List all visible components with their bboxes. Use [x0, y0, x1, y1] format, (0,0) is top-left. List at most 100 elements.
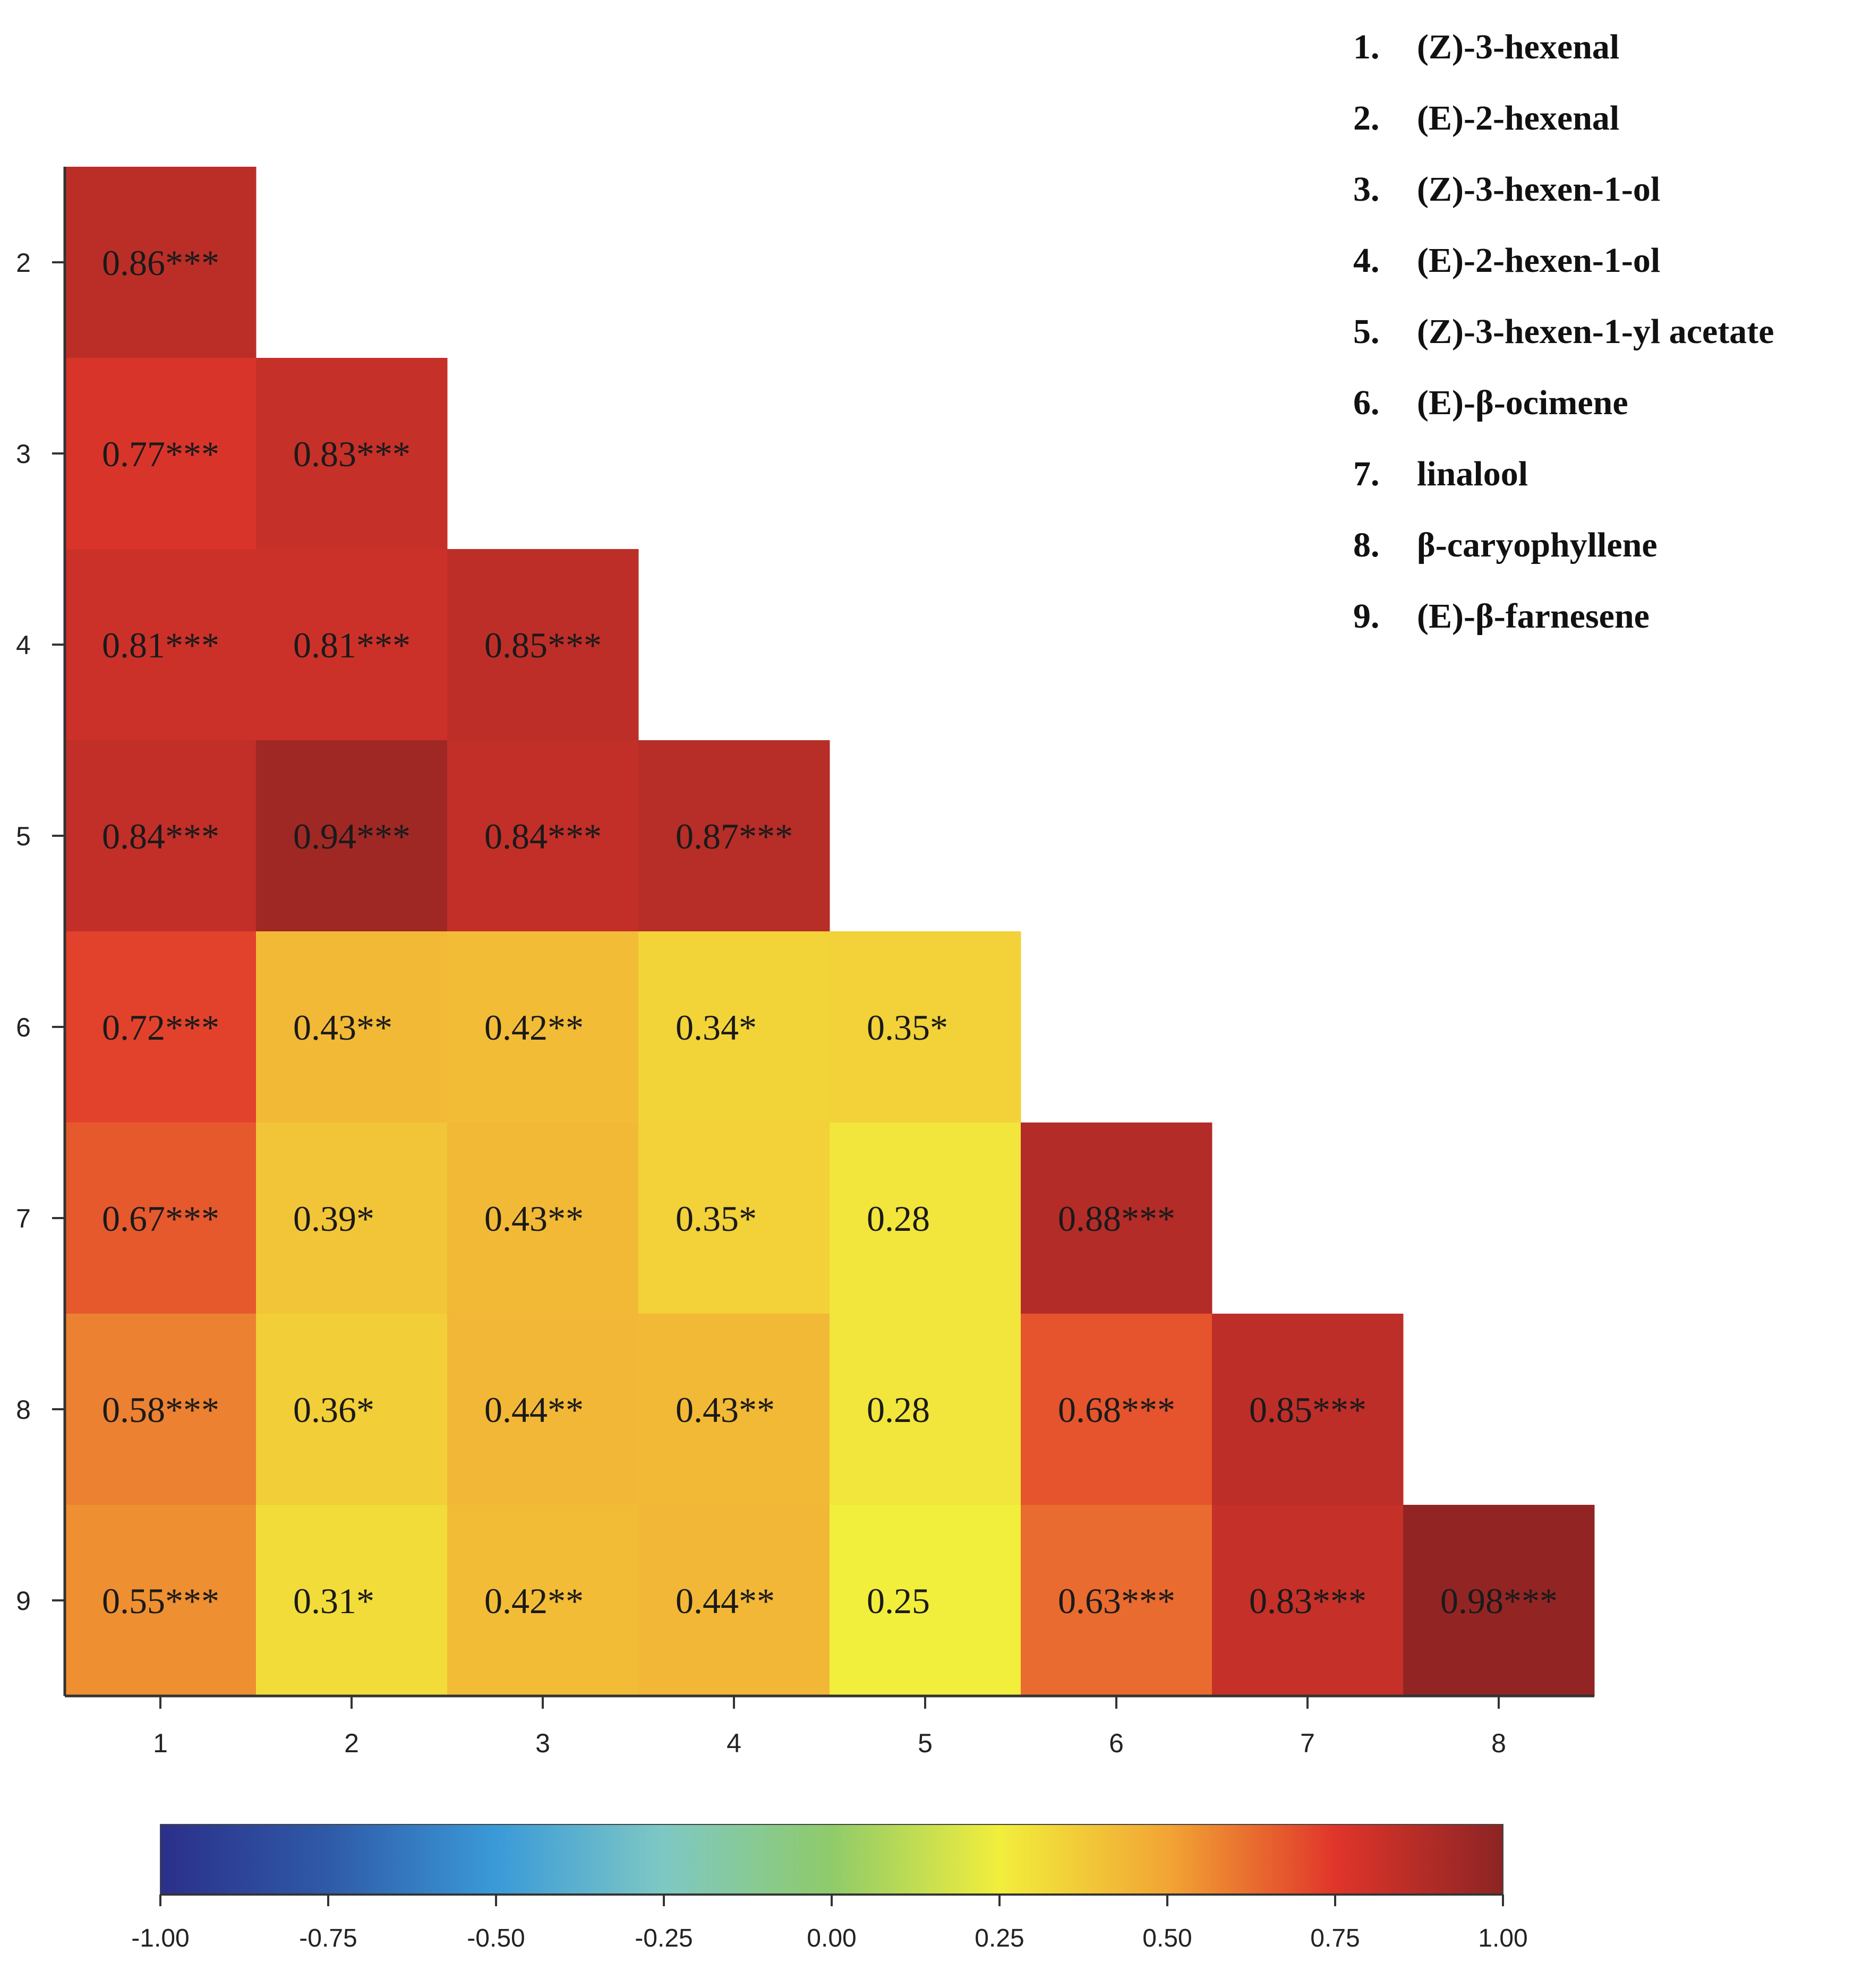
cell-value-label-6-3: 0.42** [484, 1007, 584, 1048]
cell-value-label-7-5: 0.28 [867, 1198, 930, 1239]
legend-item-number: 8. [1353, 526, 1380, 564]
colorbar-gradient [160, 1824, 1503, 1895]
heatmap-cell-4-1 [65, 549, 257, 741]
cell-value-label-6-5: 0.35* [867, 1007, 948, 1048]
y-tick-label-5: 5 [16, 821, 31, 851]
heatmap-cell-5-2 [256, 740, 448, 932]
x-tick-label-3: 3 [535, 1728, 550, 1758]
legend-item-number: 3. [1353, 170, 1380, 209]
heatmap-cell-3-1 [65, 358, 257, 550]
y-tick-label-6: 6 [16, 1013, 31, 1042]
cell-value-label-7-3: 0.43** [484, 1198, 584, 1239]
cell-value-label-9-2: 0.31* [293, 1581, 374, 1621]
y-tick-label-2: 2 [16, 248, 31, 278]
heatmap-cell-8-7 [1212, 1314, 1404, 1505]
cell-value-label-9-3: 0.42** [484, 1581, 584, 1621]
heatmap-cell-labels: 0.86*** 0.77*** 0.83*** 0.81*** 0.81*** 0.85*… [102, 243, 1558, 1621]
heatmap-cells [65, 167, 1595, 1696]
colorbar-tick-label-6: 0.50 [1142, 1924, 1192, 1952]
heatmap-cell-5-4 [638, 740, 830, 932]
cell-value-label-7-1: 0.67*** [102, 1198, 219, 1239]
y-tick-label-4: 4 [16, 630, 31, 660]
legend-item-8: 8. β-caryophyllene [1353, 510, 1842, 581]
heatmap-cell-5-3 [447, 740, 639, 932]
colorbar-tick-label-3: -0.25 [635, 1924, 693, 1952]
colorbar-tick-label-7: 0.75 [1310, 1924, 1360, 1952]
heatmap-cell-8-2 [256, 1314, 448, 1505]
legend-item-number: 5. [1353, 312, 1380, 351]
heatmap-cell-6-3 [447, 931, 639, 1123]
legend-item-number: 6. [1353, 383, 1380, 422]
legend-item-6: 6. (E)-β-ocimene [1353, 367, 1842, 439]
heatmap-cell-3-2 [256, 358, 448, 550]
cell-value-label-8-2: 0.36* [293, 1390, 374, 1430]
heatmap-cell-8-3 [447, 1314, 639, 1505]
cell-value-label-3-2: 0.83*** [293, 434, 411, 474]
x-tick-label-5: 5 [918, 1728, 933, 1758]
x-tick-label-6: 6 [1109, 1728, 1124, 1758]
heatmap-cell-9-8 [1403, 1505, 1595, 1696]
cell-value-label-8-3: 0.44** [484, 1390, 584, 1430]
heatmap-cell-7-5 [830, 1122, 1021, 1314]
colorbar-tick-label-1: -0.75 [299, 1924, 357, 1952]
colorbar-tick-label-8: 1.00 [1478, 1924, 1527, 1952]
legend-item-name: (E)-β-farnesene [1417, 597, 1650, 636]
heatmap-cell-7-3 [447, 1122, 639, 1314]
cell-value-label-8-1: 0.58*** [102, 1390, 219, 1430]
cell-value-label-3-1: 0.77*** [102, 434, 219, 474]
heatmap-cell-9-4 [638, 1505, 830, 1696]
legend-item-number: 7. [1353, 455, 1380, 493]
heatmap-cell-7-1 [65, 1122, 257, 1314]
cell-value-label-7-2: 0.39* [293, 1198, 374, 1239]
heatmap-cell-5-1 [65, 740, 257, 932]
cell-value-label-9-1: 0.55*** [102, 1581, 219, 1621]
cell-value-label-9-6: 0.63*** [1058, 1581, 1175, 1621]
heatmap-cell-8-4 [638, 1314, 830, 1505]
legend-item-name: linalool [1417, 455, 1528, 493]
legend-item-name: (E)-2-hexen-1-ol [1417, 241, 1661, 280]
heatmap-cell-9-3 [447, 1505, 639, 1696]
heatmap-cell-6-2 [256, 931, 448, 1123]
legend-item-7: 7. linalool [1353, 439, 1842, 510]
legend-item-name: (E)-2-hexenal [1417, 99, 1620, 138]
cell-value-label-9-8: 0.98*** [1440, 1581, 1558, 1621]
heatmap-cell-7-6 [1021, 1122, 1212, 1314]
cell-value-label-5-1: 0.84*** [102, 816, 219, 856]
cell-value-label-5-4: 0.87*** [676, 816, 793, 856]
cell-value-label-9-7: 0.83*** [1249, 1581, 1366, 1621]
cell-value-label-8-4: 0.43** [676, 1390, 775, 1430]
colorbar-tick-label-2: -0.50 [467, 1924, 525, 1952]
heatmap-cell-8-1 [65, 1314, 257, 1505]
y-tick-label-8: 8 [16, 1395, 31, 1425]
colorbar-tick-label-5: 0.25 [975, 1924, 1024, 1952]
cell-value-label-7-4: 0.35* [676, 1198, 757, 1239]
cell-value-label-6-4: 0.34* [676, 1007, 757, 1048]
cell-value-label-6-2: 0.43** [293, 1007, 392, 1048]
cell-value-label-9-5: 0.25 [867, 1581, 930, 1621]
legend-item-9: 9. (E)-β-farnesene [1353, 581, 1842, 652]
heatmap-cell-6-4 [638, 931, 830, 1123]
cell-value-label-5-2: 0.94*** [293, 816, 411, 856]
heatmap-cell-9-2 [256, 1505, 448, 1696]
x-tick-label-1: 1 [153, 1728, 168, 1758]
colorbar-tick-label-0: -1.00 [131, 1924, 189, 1952]
heatmap-cell-9-6 [1021, 1505, 1212, 1696]
heatmap-cell-8-5 [830, 1314, 1021, 1505]
heatmap-cell-9-7 [1212, 1505, 1404, 1696]
heatmap-cell-4-3 [447, 549, 639, 741]
x-tick-label-7: 7 [1300, 1728, 1315, 1758]
y-tick-label-3: 3 [16, 439, 31, 469]
y-tick-label-9: 9 [16, 1586, 31, 1616]
cell-value-label-8-6: 0.68*** [1058, 1390, 1175, 1430]
legend-item-number: 9. [1353, 597, 1380, 636]
legend-item-3: 3. (Z)-3-hexen-1-ol [1353, 154, 1842, 225]
cell-value-label-2-1: 0.86*** [102, 243, 219, 283]
cell-value-label-7-6: 0.88*** [1058, 1198, 1175, 1239]
heatmap-cell-4-2 [256, 549, 448, 741]
legend-item-name: β-caryophyllene [1417, 526, 1658, 564]
legend-item-number: 2. [1353, 99, 1380, 138]
heatmap-cell-6-5 [830, 931, 1021, 1123]
legend-item-name: (Z)-3-hexen-1-ol [1417, 170, 1661, 209]
legend-item-number: 1. [1353, 28, 1380, 66]
